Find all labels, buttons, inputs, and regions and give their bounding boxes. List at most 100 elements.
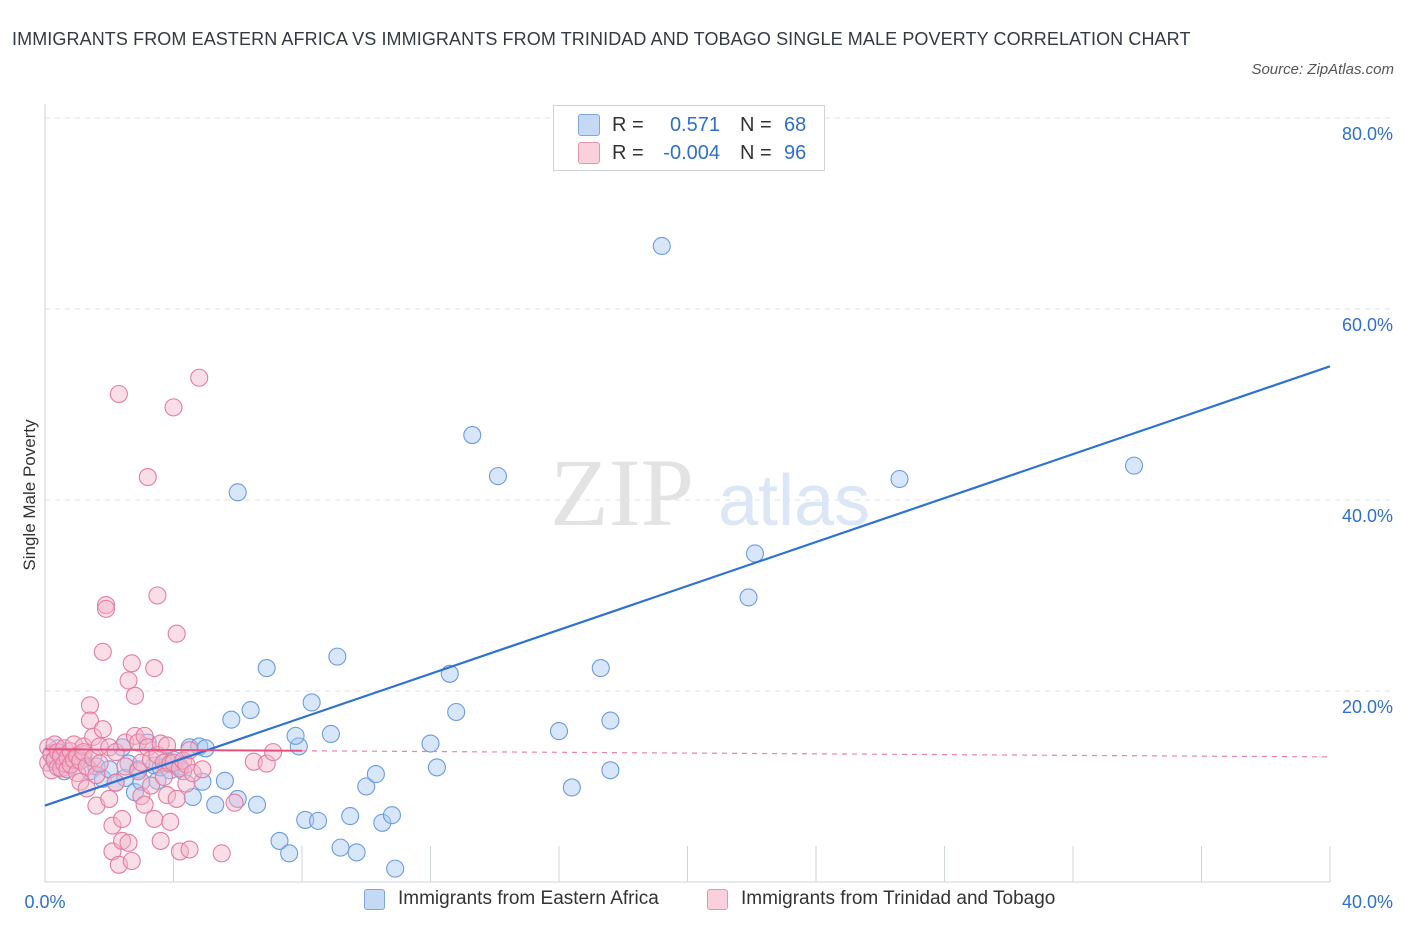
data-point — [180, 840, 199, 859]
data-point — [341, 807, 360, 826]
legend-swatch-blue — [364, 888, 385, 910]
data-point — [122, 851, 141, 871]
legend-item-eastern-africa[interactable]: Immigrants from Eastern Africa — [364, 888, 659, 910]
data-point — [145, 659, 164, 678]
data-point — [158, 786, 177, 805]
data-point — [562, 778, 581, 797]
chart-source: Source: ZipAtlas.com — [1251, 61, 1394, 78]
trend-lines — [44, 365, 1331, 807]
data-point — [106, 773, 125, 792]
watermark: ZIP atlas — [550, 439, 870, 546]
data-point — [280, 844, 299, 863]
data-point — [84, 727, 103, 746]
data-point — [257, 754, 276, 773]
data-point — [601, 711, 620, 730]
data-point — [257, 659, 276, 678]
stats-row-trinidad-tobago: R = -0.004 N = 96 — [578, 138, 806, 168]
x-tick-label: 40.0% — [1342, 892, 1393, 912]
data-point — [122, 654, 141, 673]
data-point — [264, 743, 283, 762]
data-point — [167, 624, 186, 643]
stats-r-label: R = — [612, 141, 644, 164]
watermark-atlas: atlas — [718, 461, 870, 541]
data-point — [87, 765, 106, 785]
data-point — [463, 426, 482, 445]
data-point — [247, 795, 267, 814]
data-point — [119, 754, 138, 773]
data-point — [90, 754, 109, 773]
stats-r-value: -0.004 — [663, 141, 720, 164]
data-point — [80, 696, 100, 715]
stats-r-label: R = — [612, 113, 644, 136]
stats-box: R = 0.571 N = 68 R = -0.004 N = 96 — [553, 105, 825, 171]
data-point — [93, 642, 112, 661]
data-point — [652, 236, 671, 256]
data-point — [125, 686, 144, 705]
data-point — [109, 384, 128, 404]
data-point — [164, 398, 183, 417]
data-point — [96, 595, 116, 615]
y-tick-label: 40.0% — [1342, 506, 1393, 526]
legend-label: Immigrants from Trinidad and Tobago — [741, 888, 1056, 909]
data-point — [328, 647, 347, 666]
data-point — [138, 468, 157, 487]
data-point — [93, 720, 112, 739]
data-point — [106, 743, 125, 762]
data-point — [145, 809, 164, 829]
data-point — [890, 469, 909, 489]
data-point — [58, 760, 77, 779]
data-point — [601, 761, 620, 780]
data-point — [212, 844, 231, 863]
data-point — [71, 772, 90, 791]
trend-line-trinidad-tobago-dashed — [301, 750, 1331, 758]
data-point — [96, 599, 116, 618]
data-point — [321, 724, 340, 744]
data-point — [421, 734, 440, 753]
data-point — [739, 588, 758, 607]
data-point — [302, 693, 321, 712]
legend-swatch-pink — [707, 888, 728, 910]
data-point — [347, 843, 366, 862]
legend-item-trinidad-tobago[interactable]: Immigrants from Trinidad and Tobago — [707, 888, 1055, 910]
data-point — [745, 544, 765, 563]
axes — [44, 104, 1331, 883]
data-point — [100, 789, 119, 808]
y-tick-label: 80.0% — [1342, 124, 1393, 144]
data-point — [286, 726, 305, 745]
stats-row-eastern-africa: R = 0.571 N = 68 — [578, 110, 806, 140]
data-point — [148, 586, 167, 605]
data-point — [206, 795, 225, 814]
data-point — [190, 368, 209, 387]
data-point — [488, 467, 508, 486]
stats-swatch-blue — [578, 114, 600, 136]
data-point — [183, 764, 202, 783]
trend-line-trinidad-tobago — [44, 748, 303, 752]
y-axis-label: Single Male Poverty — [20, 419, 39, 571]
data-point — [151, 831, 170, 850]
series-trinidad-tobago-points — [39, 368, 283, 874]
tick-labels: 20.0% 40.0% 60.0% 80.0% 0.0% 40.0% — [24, 124, 1393, 912]
data-point — [331, 838, 350, 857]
data-point — [373, 813, 392, 832]
data-point — [1124, 456, 1144, 475]
data-point — [366, 765, 385, 784]
data-point — [241, 701, 260, 720]
data-point — [228, 483, 247, 502]
data-point — [129, 733, 148, 752]
stats-r-value: 0.571 — [669, 113, 720, 136]
legend-label: Immigrants from Eastern Africa — [398, 888, 659, 909]
data-point — [296, 810, 315, 829]
data-point — [357, 777, 376, 796]
data-point — [177, 774, 196, 793]
data-point — [222, 710, 241, 729]
data-point — [193, 760, 212, 779]
data-point — [103, 816, 122, 835]
data-point — [591, 659, 610, 678]
data-point — [119, 671, 138, 690]
data-point — [119, 833, 138, 852]
data-point — [116, 733, 135, 752]
x-tick-label: 0.0% — [24, 892, 65, 912]
stats-n-value: 96 — [784, 141, 807, 164]
data-point — [141, 776, 161, 795]
